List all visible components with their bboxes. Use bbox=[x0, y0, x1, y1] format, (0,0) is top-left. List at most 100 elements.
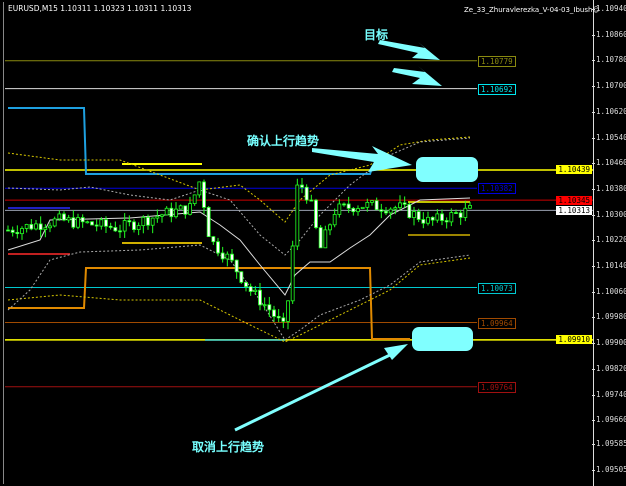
expert-advisor-label[interactable]: Ze_33_Zhuravlerezka_V-04-03_Ibush☺ bbox=[464, 6, 600, 14]
candle-body bbox=[468, 205, 472, 209]
price-tick: 1.10460 bbox=[592, 158, 626, 168]
candle-body bbox=[10, 229, 15, 233]
candle-body bbox=[76, 217, 80, 228]
target-arrow-1 bbox=[378, 40, 440, 60]
candle-body bbox=[412, 211, 416, 218]
candle-body bbox=[337, 203, 342, 215]
candle-body bbox=[314, 199, 318, 229]
candle-body bbox=[122, 220, 127, 232]
candle-body bbox=[244, 281, 248, 287]
candle-body bbox=[178, 205, 183, 210]
candle-body bbox=[379, 209, 384, 212]
candle-body bbox=[146, 216, 150, 226]
candle-body bbox=[370, 200, 374, 203]
chart-frame bbox=[3, 2, 594, 484]
moving-average bbox=[7, 197, 471, 296]
price-tick: 1.10220 bbox=[592, 235, 626, 245]
candle-body bbox=[276, 316, 281, 319]
price-tick: 1.10940 bbox=[592, 4, 626, 13]
candle-body bbox=[430, 216, 435, 221]
candle-body bbox=[239, 271, 244, 283]
bollinger-upper bbox=[7, 137, 471, 256]
candle-body bbox=[108, 225, 113, 228]
candle-body bbox=[155, 215, 160, 219]
cancel-arrow-line bbox=[234, 352, 393, 432]
candle-body bbox=[211, 236, 216, 243]
candle-body bbox=[449, 212, 454, 223]
level-label: 1.09964 bbox=[478, 317, 516, 329]
candle-body bbox=[206, 207, 211, 238]
candle-body bbox=[262, 304, 267, 307]
candle-body bbox=[346, 203, 351, 209]
candle-body bbox=[374, 200, 379, 211]
candle-body bbox=[416, 211, 421, 220]
price-tick: 1.09740 bbox=[592, 389, 626, 399]
price-tick: 1.10540 bbox=[592, 132, 626, 142]
candle-body bbox=[150, 217, 155, 226]
candle-body bbox=[393, 207, 398, 210]
candle-body bbox=[141, 216, 146, 227]
level-label: 1.10692 bbox=[478, 83, 516, 95]
candle-body bbox=[454, 212, 458, 214]
price-axis-label: 1.09910 bbox=[556, 335, 592, 345]
candle-body bbox=[20, 228, 24, 235]
candle-body bbox=[183, 205, 188, 215]
candle-body bbox=[388, 208, 393, 214]
cancel-target-box bbox=[412, 327, 473, 351]
candle-body bbox=[38, 223, 43, 230]
price-tick: 1.09660 bbox=[592, 415, 626, 425]
candle-body bbox=[29, 224, 34, 230]
candle-body bbox=[365, 201, 370, 208]
level-label: 1.10382 bbox=[478, 183, 516, 195]
candle-body bbox=[286, 300, 290, 322]
candle-body bbox=[104, 219, 108, 227]
candle-body bbox=[225, 253, 230, 260]
level-label: 1.10779 bbox=[478, 55, 516, 67]
price-axis-line bbox=[593, 0, 594, 486]
candle-body bbox=[216, 241, 220, 254]
candle-body bbox=[202, 181, 206, 208]
candle-body bbox=[463, 207, 468, 218]
candle-body bbox=[332, 214, 337, 226]
channel-step-upper bbox=[8, 107, 373, 175]
price-tick: 1.10780 bbox=[592, 55, 626, 65]
candle-body bbox=[127, 220, 132, 223]
bollinger-lower bbox=[7, 244, 471, 341]
candles bbox=[6, 177, 472, 330]
candle-body bbox=[48, 225, 52, 229]
candle-body bbox=[132, 221, 136, 231]
candle-body bbox=[290, 245, 295, 302]
candle-body bbox=[351, 207, 356, 213]
candle-body bbox=[169, 207, 174, 218]
cancel-arrow-head bbox=[384, 344, 408, 360]
candle-body bbox=[113, 227, 118, 232]
candle-body bbox=[99, 219, 104, 227]
candle-body bbox=[295, 184, 300, 247]
price-tick: 1.09820 bbox=[592, 363, 626, 373]
candle-body bbox=[253, 289, 258, 292]
price-tick: 1.10140 bbox=[592, 261, 626, 270]
candle-body bbox=[220, 252, 225, 260]
candle-body bbox=[440, 213, 444, 221]
candle-body bbox=[164, 207, 169, 216]
level-label: 1.10073 bbox=[478, 282, 516, 294]
candle-body bbox=[90, 221, 94, 226]
envelope-upper bbox=[7, 136, 471, 223]
envelope-lower bbox=[7, 257, 471, 343]
price-tick: 1.10700 bbox=[592, 81, 626, 91]
candle-body bbox=[458, 212, 463, 218]
horizontal-levels bbox=[5, 60, 593, 388]
candle-body bbox=[71, 217, 76, 228]
price-tick: 1.10380 bbox=[592, 183, 626, 193]
price-tick: 1.10300 bbox=[592, 209, 626, 219]
candle-body bbox=[118, 230, 122, 233]
target-annotation: 目标 bbox=[364, 28, 389, 42]
candle-body bbox=[34, 223, 38, 230]
candle-body bbox=[248, 286, 253, 292]
candle-body bbox=[258, 289, 262, 306]
annotation-shapes bbox=[234, 40, 478, 432]
candle-body bbox=[323, 229, 328, 249]
candle-body bbox=[421, 219, 426, 224]
